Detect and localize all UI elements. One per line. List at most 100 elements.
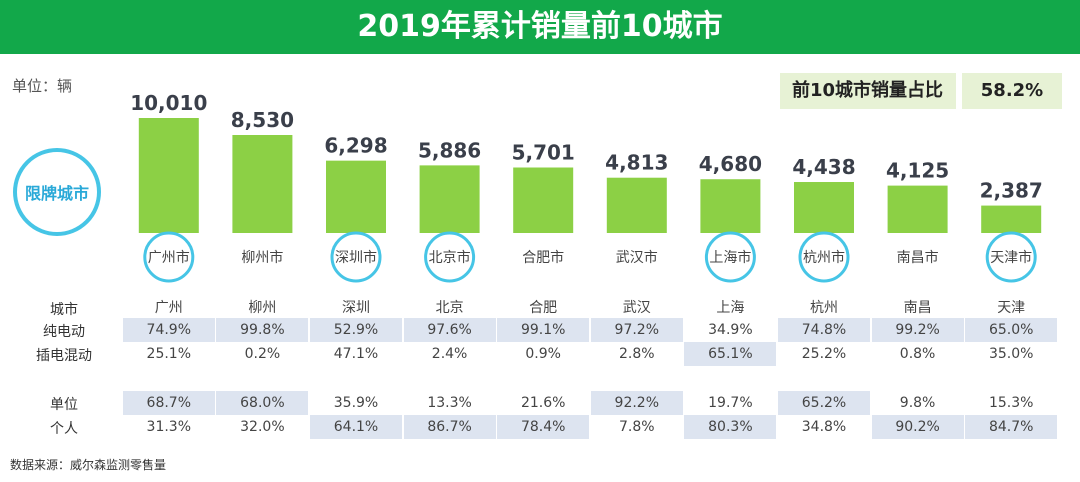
table-cell: 2.4% [431, 346, 468, 362]
table-cell: 34.9% [708, 322, 753, 338]
category-label-5: 武汉市 [616, 249, 658, 266]
table-cell: 65.0% [965, 318, 1058, 342]
table-cell: 92.2% [590, 391, 683, 415]
restricted-city-ring-6 [704, 231, 756, 283]
table-cell: 68.0% [216, 391, 309, 415]
category-label-6: 上海市 [709, 249, 751, 266]
table-cell: 合肥 [529, 300, 558, 316]
table-row-label: 城市 [50, 302, 78, 318]
table-cell: 35.0% [988, 346, 1034, 362]
bar-4 [513, 167, 574, 233]
table-cell: 47.1% [333, 346, 379, 362]
restricted-city-label: 限牌城市 [24, 184, 89, 203]
bar-7 [794, 182, 854, 233]
category-label-0: 广州市 [148, 249, 190, 266]
table-cell: 0.2% [244, 346, 281, 362]
table-cell: 21.6% [520, 395, 566, 411]
restricted-city-ring-0 [143, 231, 195, 283]
table-cell: 74.9% [122, 318, 215, 342]
category-label-9: 天津市 [990, 249, 1032, 266]
category-label-2: 深圳市 [335, 249, 377, 266]
table-cell: 杭州 [810, 300, 838, 316]
table-cell: 97.6% [403, 318, 496, 342]
top10-share-box: 前10城市销量占比 58.2% [780, 73, 1062, 109]
table-cell: 25.2% [801, 346, 847, 362]
table-cell: 97.2% [590, 318, 683, 342]
table-cell: 0.9% [525, 346, 561, 362]
table-cell: 65.1% [684, 342, 777, 366]
bar-1 [232, 135, 293, 233]
restricted-city-ring-2 [330, 231, 382, 283]
table-cell: 80.3% [684, 415, 777, 439]
bar-value-label-4: 5,701 [512, 141, 575, 165]
bar-9 [981, 205, 1042, 233]
bar-chart: 10,010 广州市 8,530 柳州市 6,298 深圳市 5,886 北京市 5,701 合肥… [130, 91, 1043, 283]
restricted-city-ring-3 [424, 231, 476, 283]
table-cell: 深圳 [342, 300, 370, 316]
table-row-label: 单位 [50, 397, 78, 413]
table-cell: 13.3% [427, 395, 472, 411]
table-cell: 64.1% [310, 415, 402, 439]
table-cell: 99.1% [497, 318, 590, 342]
bar-value-label-1: 8,530 [231, 108, 294, 132]
category-label-7: 杭州市 [803, 249, 845, 266]
table-cell: 南昌 [903, 300, 932, 316]
bar-0 [138, 118, 199, 233]
table-cell: 31.3% [146, 419, 192, 435]
table-cell: 9.8% [899, 395, 936, 411]
bar-value-label-6: 4,680 [699, 152, 762, 176]
category-label-4: 合肥市 [522, 249, 564, 266]
table-cell: 99.8% [216, 318, 309, 342]
table-cell: 65.2% [778, 391, 870, 415]
table-cell: 90.2% [871, 415, 964, 439]
table-cell: 0.8% [899, 346, 936, 362]
table-cell: 32.0% [240, 419, 285, 435]
table-cell: 84.7% [965, 415, 1058, 439]
table-cell: 柳州 [248, 300, 277, 316]
restricted-city-ring-9 [985, 231, 1037, 283]
bar-value-label-5: 4,813 [605, 151, 668, 175]
unit-label: 单位：辆 [12, 77, 73, 95]
table-cell: 上海 [716, 300, 745, 316]
bar-2 [326, 160, 386, 233]
table-cell: 99.2% [871, 318, 964, 342]
data-source: 数据来源：威尔森监测零售量 [10, 458, 167, 472]
table-cell: 北京 [435, 300, 464, 316]
restricted-city-ring-7 [798, 231, 850, 283]
bar-value-label-9: 2,387 [980, 179, 1043, 203]
bar-value-label-2: 6,298 [324, 134, 387, 158]
table-cell: 35.9% [333, 395, 379, 411]
top10-share-value: 58.2% [962, 73, 1062, 109]
category-label-8: 南昌市 [897, 249, 939, 266]
table-cell: 74.8% [778, 318, 870, 342]
bar-value-label-0: 10,010 [130, 91, 207, 115]
bar-3 [419, 165, 480, 233]
table-row-label: 插电混动 [36, 348, 92, 364]
table-cell: 25.1% [146, 346, 192, 362]
bar-6 [700, 179, 761, 233]
category-label-1: 柳州市 [241, 249, 283, 266]
table-cell: 78.4% [497, 415, 590, 439]
bar-value-label-8: 4,125 [886, 159, 949, 183]
bar-value-label-7: 4,438 [792, 155, 855, 179]
table-cell: 天津 [997, 300, 1026, 316]
bar-8 [887, 185, 948, 233]
table-cell: 7.8% [619, 419, 655, 435]
bar-value-label-3: 5,886 [418, 138, 481, 162]
bar-5 [606, 177, 667, 233]
table-cell: 86.7% [403, 415, 496, 439]
table-cell: 52.9% [310, 318, 402, 342]
category-label-3: 北京市 [429, 249, 471, 266]
restricted-city-badge: 限牌城市 [13, 148, 101, 236]
table-cell: 15.3% [988, 395, 1034, 411]
top10-share-label: 前10城市销量占比 [780, 73, 956, 109]
table-cell: 广州 [154, 300, 183, 316]
table-row-label: 个人 [50, 421, 78, 437]
table-cell: 19.7% [708, 395, 753, 411]
page-title: 2019年累计销量前10城市 [357, 9, 723, 44]
table-cell: 34.8% [801, 419, 847, 435]
table-cell: 武汉 [622, 300, 651, 316]
table-row-label: 纯电动 [43, 324, 85, 340]
title-bar: 2019年累计销量前10城市 [0, 0, 1080, 54]
table-cell: 68.7% [122, 391, 215, 415]
